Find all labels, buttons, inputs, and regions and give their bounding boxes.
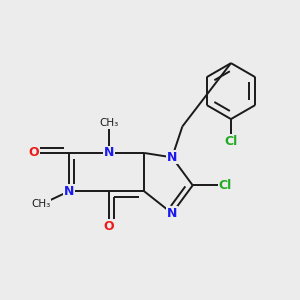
Text: O: O	[103, 220, 114, 233]
Text: Cl: Cl	[224, 135, 238, 148]
Text: N: N	[103, 146, 114, 159]
Text: Cl: Cl	[218, 179, 232, 192]
Text: O: O	[28, 146, 39, 159]
Text: N: N	[167, 151, 177, 164]
Text: CH₃: CH₃	[99, 118, 119, 128]
Text: CH₃: CH₃	[32, 200, 51, 209]
Text: N: N	[64, 185, 74, 198]
Text: N: N	[167, 207, 177, 220]
